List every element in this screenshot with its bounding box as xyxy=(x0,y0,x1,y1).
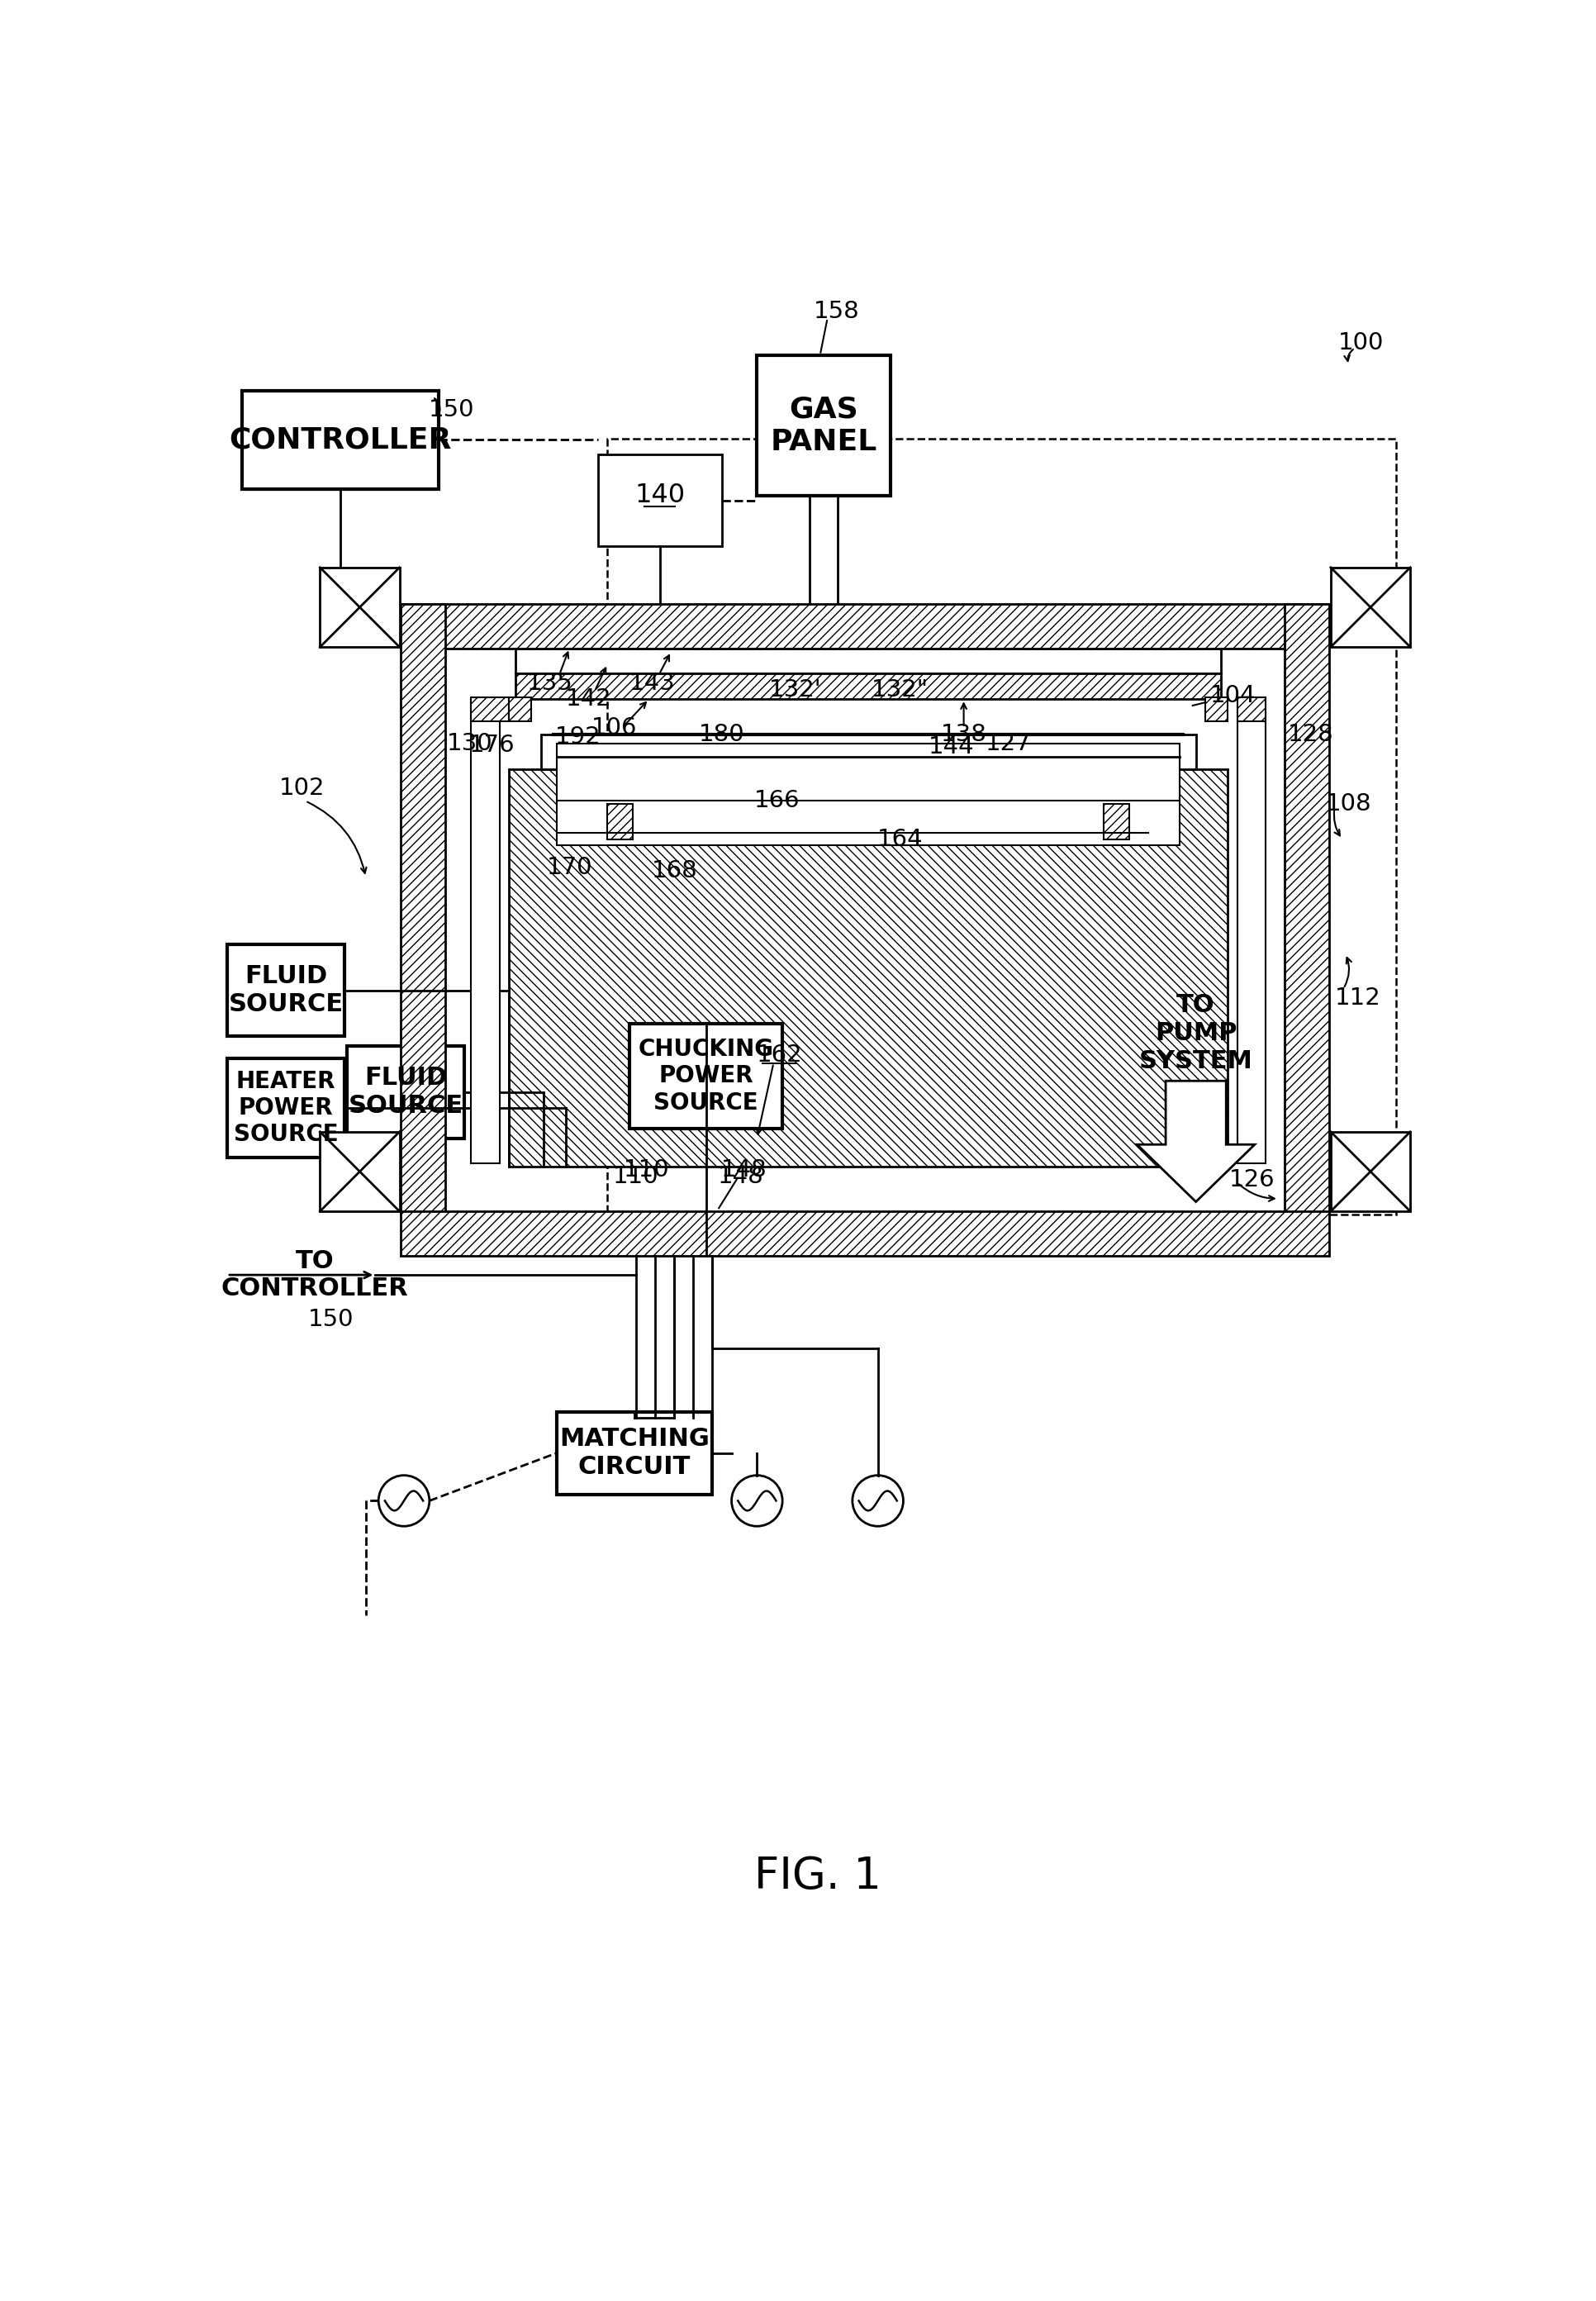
Text: 102: 102 xyxy=(279,778,326,801)
Text: 143: 143 xyxy=(629,672,675,695)
Text: 108: 108 xyxy=(1325,792,1371,817)
Bar xyxy=(471,697,509,723)
Text: 110: 110 xyxy=(613,1164,659,1187)
Bar xyxy=(509,769,1227,1167)
Bar xyxy=(557,743,1179,844)
Text: TO
CONTROLLER: TO CONTROLLER xyxy=(222,1249,409,1300)
Bar xyxy=(606,439,1395,1215)
Text: HEATER
POWER
SOURCE: HEATER POWER SOURCE xyxy=(233,1070,338,1146)
Text: 112: 112 xyxy=(1334,987,1381,1010)
Text: 168: 168 xyxy=(651,858,697,884)
Text: FLUID
SOURCE: FLUID SOURCE xyxy=(228,964,343,1017)
Text: 128: 128 xyxy=(1286,723,1333,746)
Text: MATCHING
CIRCUIT: MATCHING CIRCUIT xyxy=(559,1427,709,1480)
Bar xyxy=(471,700,500,1164)
Text: 140: 140 xyxy=(635,483,685,509)
Bar xyxy=(1205,697,1227,723)
Bar xyxy=(557,1413,712,1493)
Bar xyxy=(401,603,1329,649)
Bar xyxy=(1103,803,1128,840)
Text: 135: 135 xyxy=(527,672,573,695)
Text: 150: 150 xyxy=(308,1307,354,1330)
Text: 132': 132' xyxy=(769,679,820,702)
Bar xyxy=(516,649,1221,674)
Text: 104: 104 xyxy=(1210,683,1254,709)
Text: FLUID
SOURCE: FLUID SOURCE xyxy=(348,1065,463,1118)
Text: 132": 132" xyxy=(871,679,929,702)
Text: 138: 138 xyxy=(940,723,986,746)
Bar xyxy=(319,1132,399,1210)
Text: FIG. 1: FIG. 1 xyxy=(753,1855,881,1898)
FancyArrow shape xyxy=(1136,1081,1254,1201)
Text: 148: 148 xyxy=(721,1157,768,1180)
Text: GAS
PANEL: GAS PANEL xyxy=(769,396,876,456)
Bar xyxy=(1237,697,1266,723)
Bar xyxy=(227,1058,345,1157)
Text: 166: 166 xyxy=(753,789,800,812)
Bar xyxy=(401,603,445,1215)
Text: 150: 150 xyxy=(428,398,474,421)
Text: 170: 170 xyxy=(546,856,592,879)
Text: CONTROLLER: CONTROLLER xyxy=(228,426,452,453)
Bar xyxy=(629,1024,782,1127)
Text: 148: 148 xyxy=(718,1164,764,1187)
Text: 162: 162 xyxy=(757,1045,801,1068)
Bar xyxy=(227,943,345,1035)
Bar xyxy=(606,803,632,840)
Text: CHUCKING
POWER
SOURCE: CHUCKING POWER SOURCE xyxy=(638,1038,774,1114)
Bar xyxy=(346,1047,464,1139)
Text: 106: 106 xyxy=(591,716,637,739)
Text: TO
PUMP
SYSTEM: TO PUMP SYSTEM xyxy=(1138,994,1253,1072)
Bar xyxy=(241,391,439,490)
Text: 164: 164 xyxy=(876,828,922,851)
Text: 127: 127 xyxy=(985,732,1031,755)
Bar xyxy=(1237,700,1266,1164)
Text: 126: 126 xyxy=(1229,1169,1274,1192)
Text: 100: 100 xyxy=(1337,331,1384,354)
Bar xyxy=(401,1210,1329,1256)
Bar xyxy=(597,453,721,548)
Text: 130: 130 xyxy=(447,732,492,755)
Text: 142: 142 xyxy=(565,688,611,711)
Bar xyxy=(319,568,399,647)
Text: 192: 192 xyxy=(554,725,600,748)
Text: 158: 158 xyxy=(812,299,859,322)
Bar xyxy=(1329,568,1409,647)
Bar xyxy=(541,734,1195,769)
Bar xyxy=(1285,603,1329,1215)
Text: 110: 110 xyxy=(622,1157,669,1180)
Bar xyxy=(757,357,891,495)
Text: 144: 144 xyxy=(927,736,974,759)
Bar xyxy=(509,697,531,723)
Text: 180: 180 xyxy=(699,723,745,746)
Text: 176: 176 xyxy=(469,734,514,757)
Bar xyxy=(516,674,1221,700)
Bar xyxy=(1329,1132,1409,1210)
